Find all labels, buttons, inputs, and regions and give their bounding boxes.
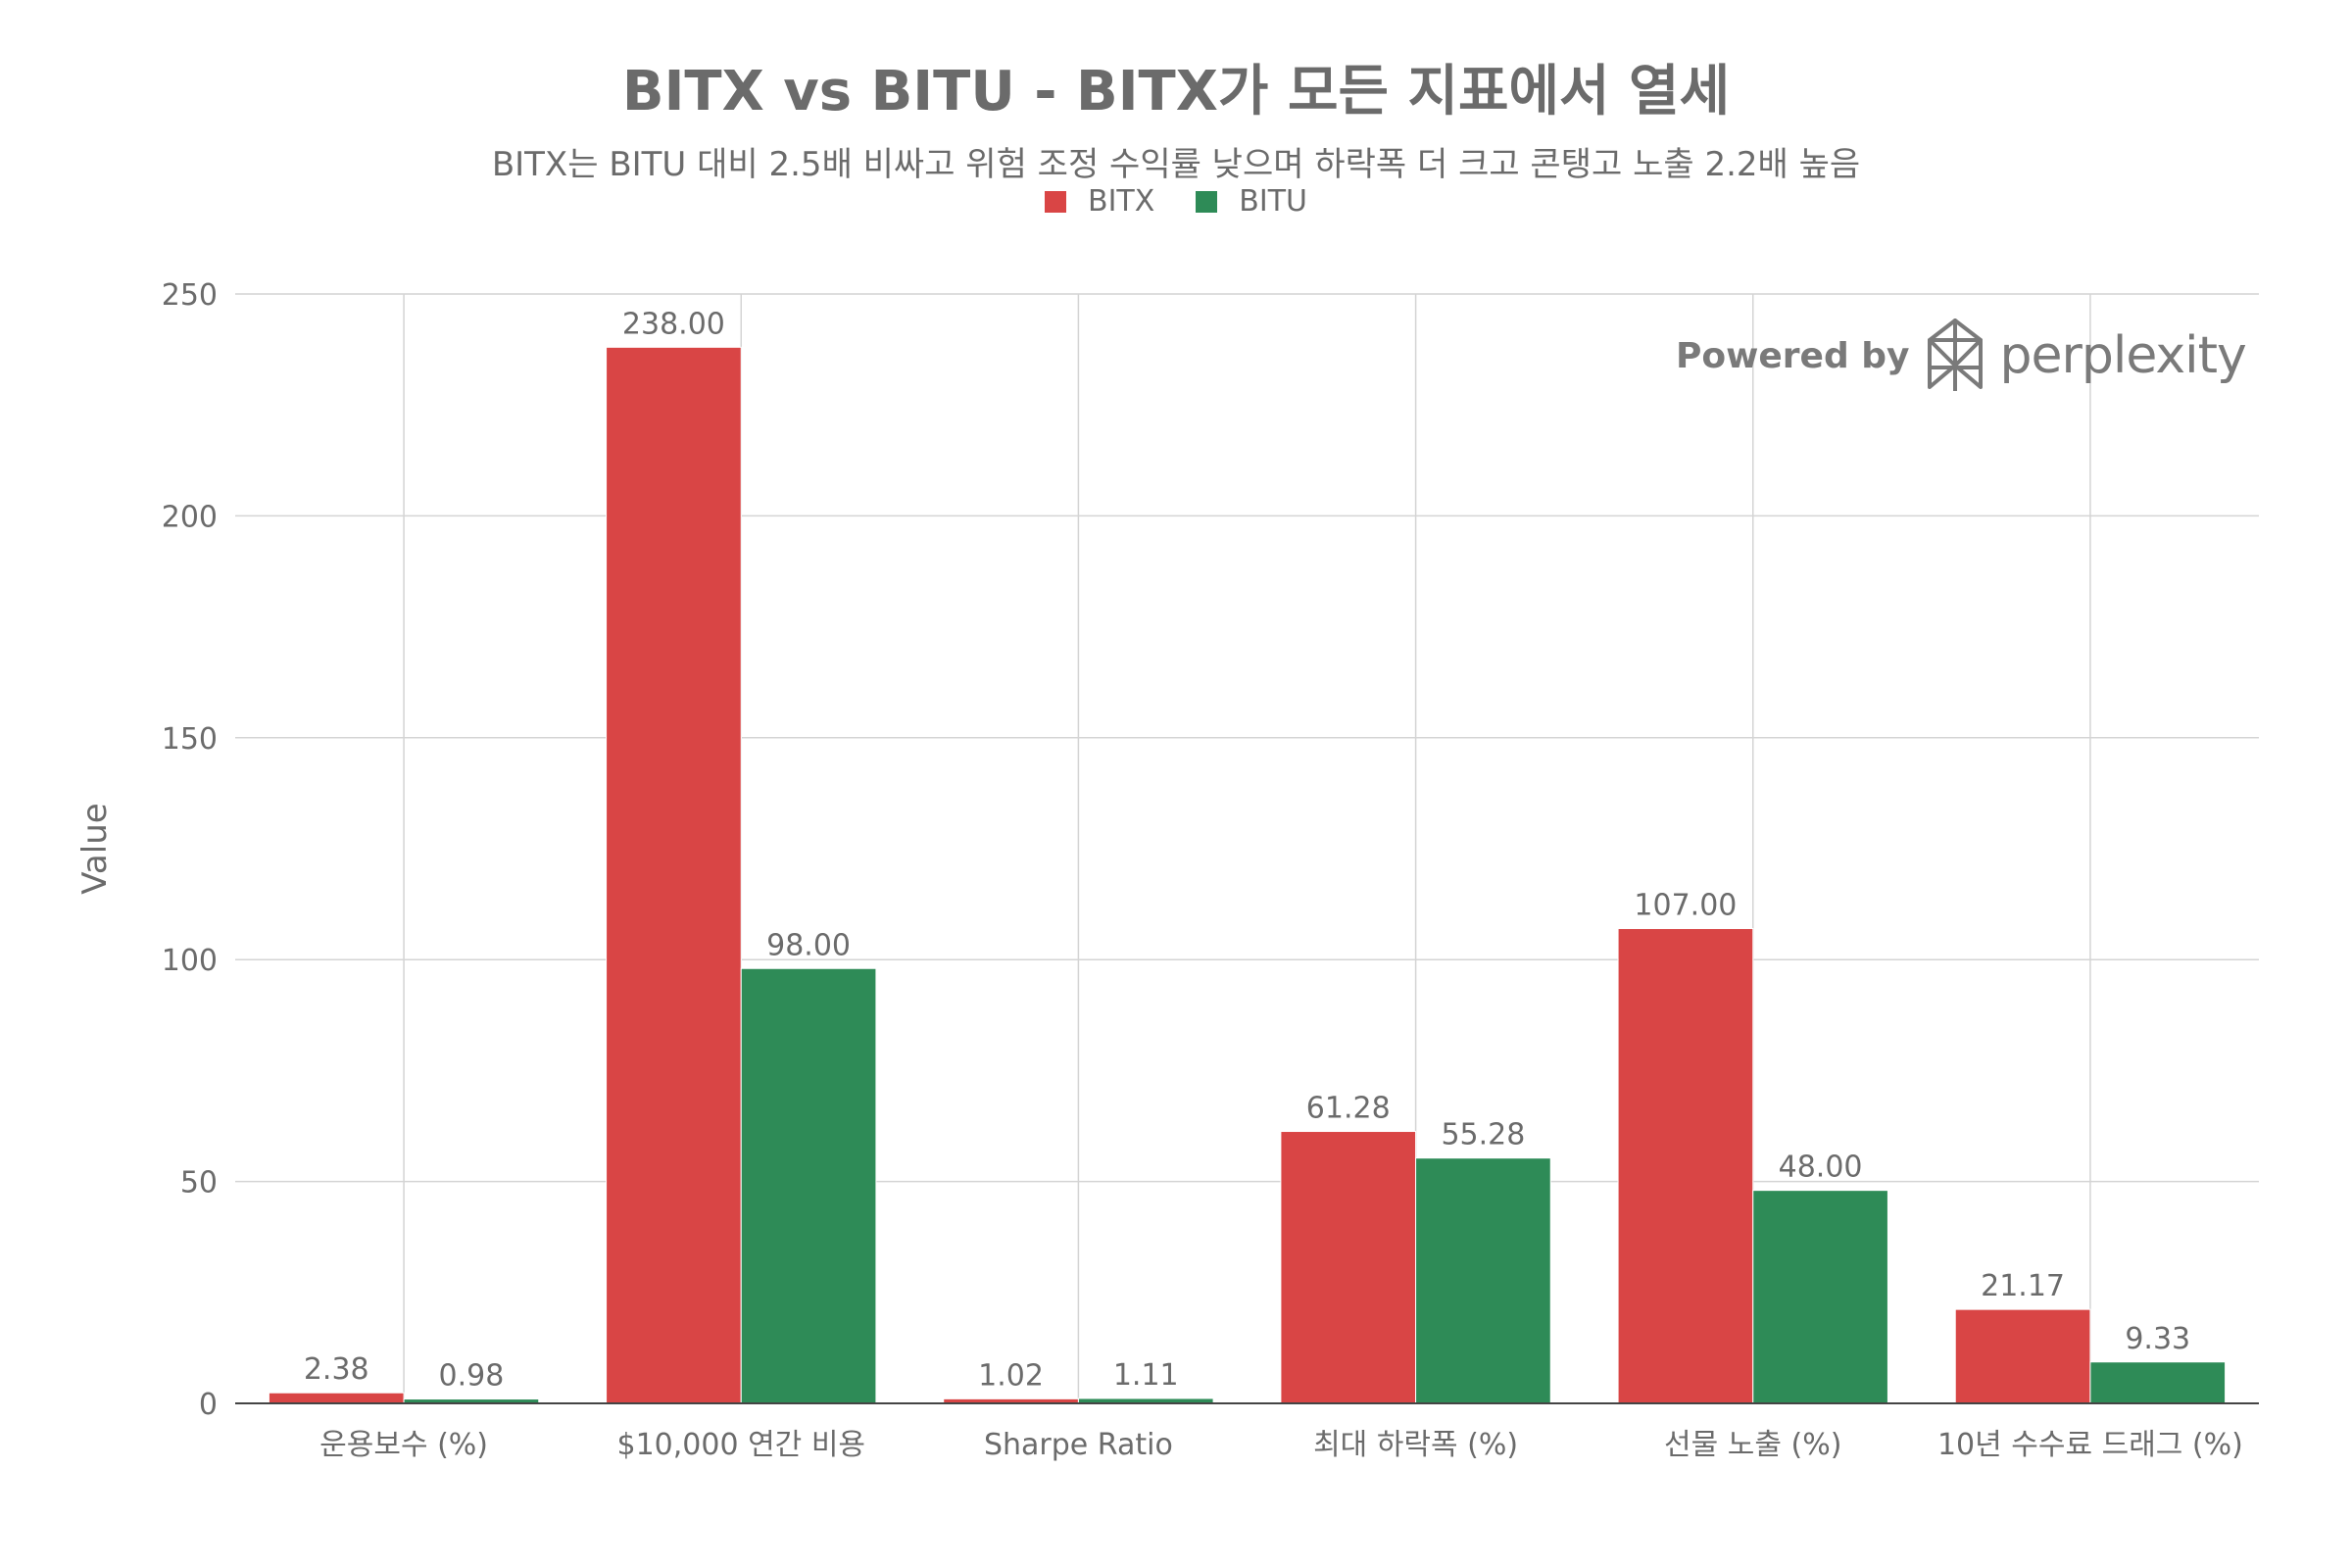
bar-bitx-5 [1954, 1308, 2091, 1404]
y-tick-label-0: 0 [199, 1388, 218, 1422]
legend-item-bitx[interactable]: BITX [1044, 184, 1155, 219]
axes: 0 50 100 150 200 250 운용보수 (%) $10,000 연간 비용 Shar… [75, 278, 2259, 1462]
chart-subtitle: BITX는 BITU 대비 2.5배 비싸고 위험 조정 수익률 낮으며 하락폭… [491, 145, 1861, 184]
x-tick-label-3: 최대 하락폭 (%) [1313, 1428, 1518, 1462]
data-labels: 2.38 238.00 1.02 61.28 107.00 21.17 0.98 98.00 1… [304, 307, 2190, 1393]
bar-bitu-1 [740, 967, 877, 1404]
data-label-bitx-3: 61.28 [1306, 1092, 1391, 1126]
bars [268, 346, 2227, 1404]
data-label-bitu-0: 0.98 [439, 1359, 505, 1394]
legend-item-bitu[interactable]: BITU [1196, 184, 1307, 219]
watermark-powered-by: Powered by [1676, 335, 1910, 376]
bar-bitx-4 [1617, 928, 1754, 1404]
y-tick-label-1: 50 [180, 1166, 218, 1200]
y-tick-label-3: 150 [162, 722, 218, 757]
y-tick-label-4: 200 [162, 500, 218, 534]
data-label-bitu-2: 1.11 [1113, 1358, 1179, 1393]
y-tick-label-5: 250 [162, 278, 218, 313]
bar-bitx-1 [606, 346, 742, 1404]
x-tick-label-4: 선물 노출 (%) [1664, 1428, 1841, 1462]
x-tick-label-2: Sharpe Ratio [984, 1428, 1173, 1462]
bar-bitu-4 [1752, 1190, 1888, 1404]
data-label-bitx-4: 107.00 [1634, 889, 1737, 923]
bar-bitx-0 [268, 1392, 405, 1404]
legend: BITX BITU [0, 184, 2352, 219]
data-label-bitu-5: 9.33 [2125, 1322, 2190, 1356]
legend-swatch-bitx [1044, 190, 1066, 213]
legend-swatch-bitu [1196, 190, 1218, 213]
y-tick-label-2: 100 [162, 944, 218, 978]
data-label-bitx-5: 21.17 [1981, 1269, 2065, 1303]
data-label-bitx-1: 238.00 [622, 307, 725, 341]
data-label-bitu-1: 98.00 [766, 928, 851, 962]
x-tick-label-5: 10년 수수료 드래그 (%) [1937, 1428, 2243, 1462]
perplexity-logo-icon [1927, 318, 1983, 391]
bar-bitu-3 [1415, 1157, 1551, 1404]
bar-bitu-5 [2089, 1361, 2227, 1404]
x-tick-label-0: 운용보수 (%) [319, 1428, 488, 1462]
legend-label-bitx: BITX [1087, 184, 1155, 219]
watermark: Powered by perplexity [1676, 318, 2247, 393]
data-label-bitu-3: 55.28 [1441, 1118, 1525, 1152]
y-axis-title: Value [75, 803, 115, 894]
watermark-brand: perplexity [1999, 326, 2247, 385]
x-tick-label-1: $10,000 연간 비용 [616, 1428, 865, 1462]
grid-lines [235, 293, 2259, 1403]
data-label-bitx-0: 2.38 [304, 1352, 369, 1387]
chart-title: BITX vs BITU - BITX가 모든 지표에서 열세 [621, 60, 1731, 123]
bar-bitx-3 [1280, 1131, 1417, 1404]
data-label-bitx-2: 1.02 [978, 1358, 1044, 1393]
data-label-bitu-4: 48.00 [1779, 1151, 1863, 1185]
legend-label-bitu: BITU [1239, 184, 1308, 219]
